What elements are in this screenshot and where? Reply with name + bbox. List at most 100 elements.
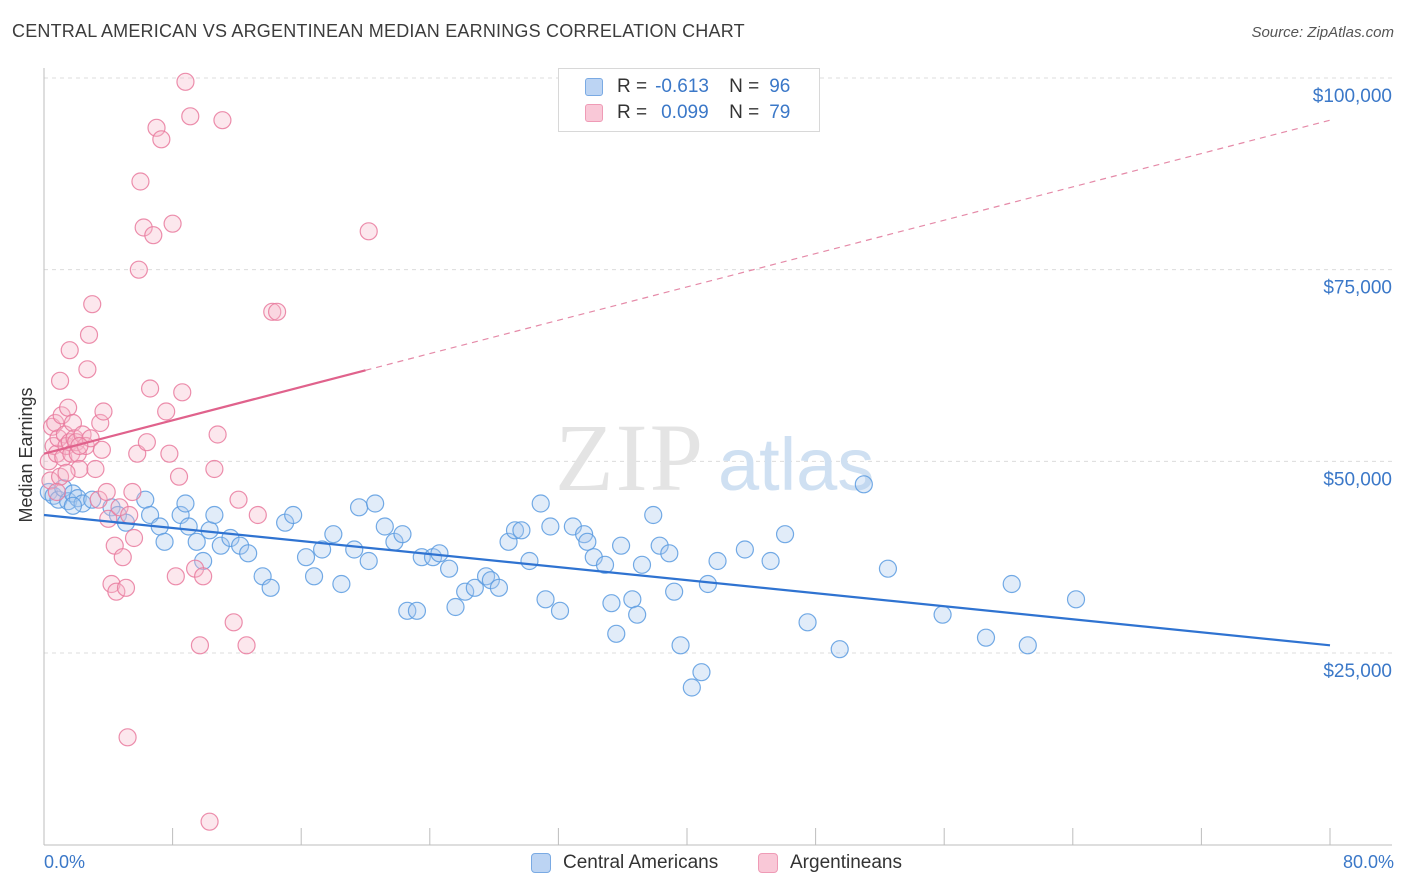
argentinean-point	[263, 302, 282, 321]
legend-swatch-pink	[585, 104, 603, 122]
central-american-point	[671, 636, 690, 655]
central-american-point	[359, 551, 378, 571]
central-american-point	[296, 548, 316, 567]
argentinean-point	[120, 505, 139, 525]
bottom-legend-label: Central Americans	[563, 852, 719, 873]
argentinean-point	[140, 379, 160, 398]
central-american-point	[393, 525, 412, 544]
argentinean-point	[166, 567, 185, 586]
trend-lines	[43, 119, 1331, 647]
central-american-point	[611, 536, 631, 555]
argentinean-point	[147, 118, 166, 137]
central-american-point	[692, 663, 711, 682]
watermark-zip: ZIP	[555, 404, 705, 511]
argentinean-point	[124, 528, 144, 548]
central-american-point	[854, 475, 873, 494]
central-american-point	[878, 559, 898, 578]
legend-r-value: -0.613	[655, 76, 709, 97]
central-american-point	[665, 582, 684, 601]
central-american-point	[439, 559, 459, 578]
argentinean-point	[60, 341, 79, 360]
legend-row-argentineans: R = 0.099 N = 79	[559, 100, 790, 126]
argentinean-point	[94, 402, 113, 421]
argentinean-point	[137, 433, 156, 452]
argentinean-point	[116, 578, 136, 597]
central-american-point	[304, 567, 324, 586]
argentinean-point	[41, 471, 60, 490]
grid-lines	[44, 77, 1392, 654]
legend-n-value: 96	[769, 76, 791, 97]
argentinean-point	[190, 636, 210, 655]
central-american-point	[933, 605, 952, 624]
argentinean-point	[208, 425, 227, 444]
central-american-point	[798, 613, 817, 632]
central-american-point	[602, 594, 621, 613]
central-american-point	[345, 540, 364, 559]
central-american-point	[512, 521, 531, 540]
central-american-point	[179, 517, 198, 536]
argentinean-point	[267, 302, 287, 321]
central-american-point	[465, 578, 484, 597]
central-american-point	[1002, 574, 1021, 594]
central-american-point	[650, 536, 669, 555]
central-american-point	[375, 517, 394, 536]
central-american-point	[284, 505, 303, 525]
argentinean-point	[160, 444, 179, 463]
central-american-point	[595, 555, 615, 574]
bottom-legend-central-americans: Central Americans	[531, 852, 718, 874]
central-american-point	[541, 517, 560, 536]
argentinean-point	[237, 636, 256, 655]
central-american-point	[1018, 636, 1037, 655]
argentinean-point	[205, 459, 224, 479]
argentinean-point	[359, 222, 378, 241]
central-american-point	[775, 525, 795, 544]
correlation-legend: R = -0.613 N = 96 R = 0.099 N = 79	[558, 68, 820, 132]
central-american-point	[607, 624, 626, 643]
central-american-point	[761, 551, 780, 571]
argentinean-point	[86, 459, 105, 479]
argentinean-point	[59, 398, 78, 417]
argentinean-point	[194, 567, 213, 586]
central-american-point	[628, 605, 647, 624]
central-american-point	[660, 544, 679, 563]
y-tick-label: $75,000	[1323, 278, 1392, 299]
central-americans-trend-line	[43, 513, 1331, 647]
y-tick-label: $25,000	[1323, 661, 1392, 682]
x-min-label: 0.0%	[44, 852, 86, 872]
legend-n-value: 79	[769, 102, 791, 123]
argentinean-point	[47, 482, 66, 502]
central-american-point	[155, 532, 174, 551]
argentinean-point	[99, 509, 118, 528]
watermark: ZIP atlas	[555, 404, 874, 511]
central-american-point	[499, 532, 518, 551]
legend-n-label: N =	[729, 76, 760, 97]
argentinean-point	[129, 260, 148, 279]
central-american-point	[211, 536, 230, 555]
y-axis-label: Median Earnings	[16, 387, 36, 522]
argentineans-trend-line-solid	[43, 369, 366, 455]
argentinean-point	[173, 383, 192, 402]
central-american-point	[1066, 590, 1086, 609]
argentinean-point	[152, 130, 171, 149]
central-american-point	[623, 590, 642, 609]
central-american-point	[644, 505, 663, 525]
central-american-point	[176, 494, 195, 513]
central-american-point	[578, 532, 597, 551]
x-max-label: 80.0%	[1342, 852, 1394, 872]
watermark-atlas: atlas	[718, 423, 874, 506]
central-american-point	[830, 640, 849, 659]
central-americans-points	[39, 475, 1086, 697]
axes	[43, 68, 1392, 846]
argentinean-point	[134, 218, 153, 237]
legend-r-label: R =	[617, 102, 648, 123]
bottom-legend-argentineans: Argentineans	[758, 852, 902, 874]
central-american-point	[536, 590, 555, 609]
argentinean-point	[181, 107, 200, 126]
central-american-point	[63, 496, 83, 515]
argentinean-point	[131, 172, 150, 191]
central-american-point	[550, 601, 570, 620]
legend-swatch-blue	[585, 78, 603, 96]
central-american-point	[735, 540, 754, 559]
central-american-point	[505, 521, 525, 540]
central-american-point	[349, 498, 369, 517]
